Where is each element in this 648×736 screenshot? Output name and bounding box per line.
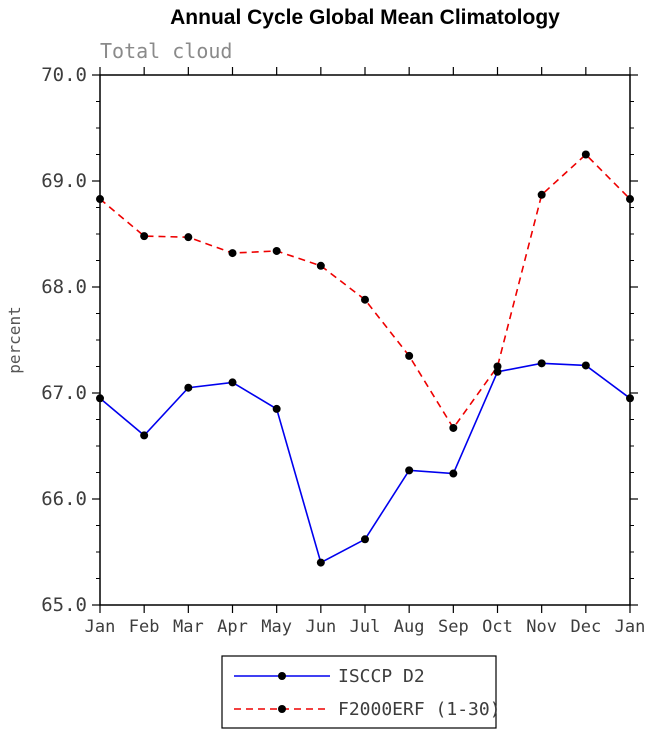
x-tick-label: Jul	[350, 617, 381, 637]
x-tick-label: Jun	[305, 617, 336, 637]
legend-label: F2000ERF (1-30)	[338, 699, 501, 720]
data-point-marker	[272, 404, 281, 413]
y-tick-label: 68.0	[41, 276, 87, 298]
x-tick-label: Dec	[570, 617, 601, 637]
chart-subtitle: Total cloud	[100, 39, 232, 63]
data-point-marker	[626, 195, 634, 204]
y-tick-label: 67.0	[41, 382, 87, 404]
data-point-marker	[537, 190, 546, 199]
data-point-marker	[581, 361, 590, 370]
data-point-marker	[449, 469, 458, 478]
data-point-marker	[272, 246, 281, 255]
x-tick-label: May	[261, 617, 292, 637]
x-tick-label: Oct	[482, 617, 513, 637]
data-point-marker	[316, 261, 325, 270]
data-point-marker	[405, 351, 414, 360]
chart-title: Annual Cycle Global Mean Climatology	[170, 6, 560, 29]
data-point-marker	[184, 383, 193, 392]
data-point-marker	[228, 249, 237, 258]
data-point-marker	[537, 359, 546, 368]
series-line-isccp-d2	[99, 362, 631, 564]
data-point-marker	[626, 394, 634, 403]
plot-frame	[99, 74, 631, 606]
x-tick-label: Mar	[173, 617, 204, 637]
data-point-marker	[449, 423, 458, 432]
data-point-marker	[361, 295, 369, 304]
y-tick-label: 70.0	[41, 64, 87, 86]
series-line-f2000erf-1-30	[99, 153, 631, 430]
legend-label: ISCCP D2	[338, 666, 425, 687]
x-tick-label: Jan	[615, 617, 646, 637]
x-tick-label: Sep	[438, 617, 469, 637]
y-tick-label: 66.0	[41, 488, 87, 510]
data-point-marker	[96, 195, 104, 204]
y-tick-label: 65.0	[41, 594, 87, 616]
data-point-marker	[316, 558, 325, 567]
data-point-marker	[405, 466, 414, 475]
data-point-marker	[361, 535, 369, 544]
y-tick-label: 69.0	[41, 170, 87, 192]
x-tick-label: Jan	[85, 617, 116, 637]
data-point-marker	[140, 232, 149, 241]
data-point-marker	[184, 233, 193, 242]
legend-box	[221, 655, 497, 729]
x-tick-label: Nov	[526, 617, 557, 637]
data-point-marker	[493, 362, 502, 371]
data-point-marker	[140, 431, 149, 440]
x-tick-label: Aug	[394, 617, 425, 637]
data-point-marker	[581, 150, 590, 159]
data-point-marker	[96, 394, 104, 403]
legend-marker	[278, 672, 286, 680]
legend-marker	[278, 705, 286, 713]
x-tick-label: Apr	[217, 617, 248, 637]
data-point-marker	[228, 378, 237, 387]
y-axis-label: percent	[5, 306, 24, 373]
x-tick-label: Feb	[129, 617, 160, 637]
